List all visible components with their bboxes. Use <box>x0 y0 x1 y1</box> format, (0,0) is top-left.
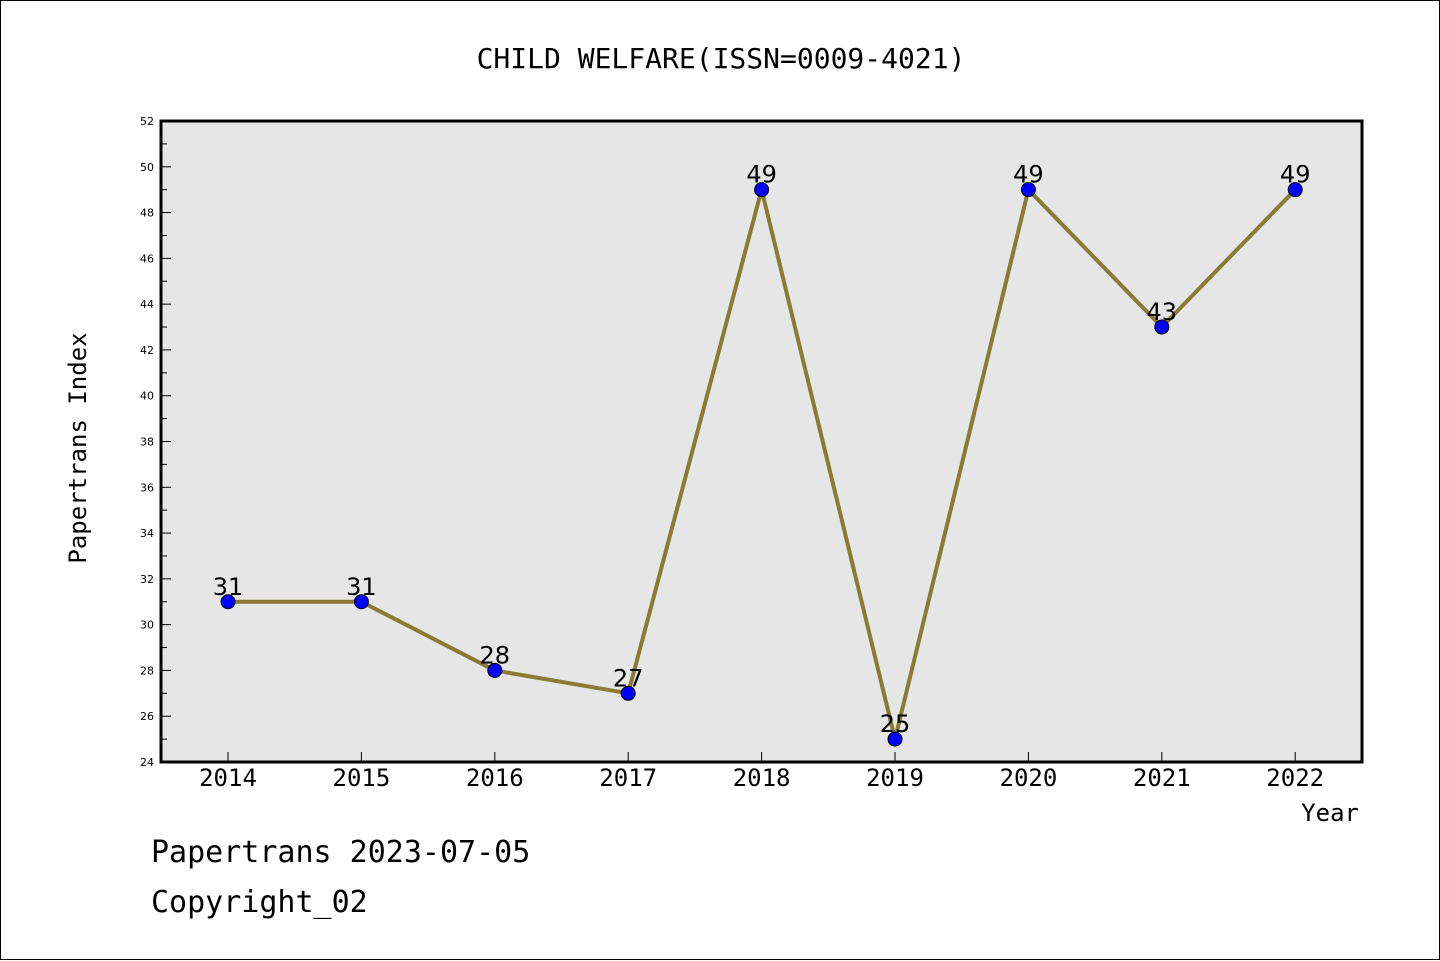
data-point <box>487 662 503 678</box>
footer-copyright: Copyright_02 <box>151 885 368 920</box>
footer-date: Papertrans 2023-07-05 <box>151 835 531 870</box>
x-tick-label: 2014 <box>199 764 257 792</box>
data-point <box>754 182 770 198</box>
chart-title: CHILD WELFARE(ISSN=0009-4021) <box>477 42 966 75</box>
data-label: 27 <box>613 664 644 692</box>
x-tick-label: 2019 <box>866 764 924 792</box>
data-label: 43 <box>1147 298 1178 326</box>
data-point <box>1020 182 1036 198</box>
y-tick-label: 44 <box>140 298 154 311</box>
y-tick-label: 34 <box>140 527 154 540</box>
y-tick-label: 26 <box>140 710 154 723</box>
y-tick-label: 24 <box>140 756 154 769</box>
data-point <box>1154 319 1170 335</box>
x-tick-label: 2016 <box>466 764 524 792</box>
y-tick-label: 50 <box>140 161 154 174</box>
data-label: 49 <box>1013 161 1044 189</box>
y-tick-label: 28 <box>140 664 154 677</box>
x-axis-label: Year <box>1301 799 1359 827</box>
y-tick-label: 40 <box>140 390 154 403</box>
data-label: 31 <box>213 573 244 601</box>
data-point <box>1287 182 1303 198</box>
x-tick-label: 2021 <box>1133 764 1191 792</box>
plot-border <box>159 119 1364 764</box>
data-label: 25 <box>880 710 911 738</box>
y-tick-label: 32 <box>140 573 154 586</box>
y-tick-label: 46 <box>140 252 154 265</box>
y-tick-label: 30 <box>140 619 154 632</box>
data-point <box>620 685 636 701</box>
x-tick-label: 2020 <box>1000 764 1058 792</box>
x-tick-label: 2022 <box>1266 764 1324 792</box>
data-point <box>887 731 903 747</box>
y-tick-label: 36 <box>140 481 154 494</box>
x-tick-label: 2017 <box>599 764 657 792</box>
data-point <box>353 594 369 610</box>
plot-area <box>161 121 1362 762</box>
data-point <box>220 594 236 610</box>
x-tick-label: 2018 <box>733 764 791 792</box>
y-tick-label: 52 <box>140 115 154 128</box>
y-tick-label: 38 <box>140 436 154 449</box>
y-tick-label: 48 <box>140 207 154 220</box>
y-tick-label: 42 <box>140 344 154 357</box>
y-axis-label: Papertrans Index <box>64 332 92 563</box>
data-label: 28 <box>480 641 511 669</box>
data-label: 49 <box>1280 161 1311 189</box>
data-label: 49 <box>746 161 777 189</box>
data-label: 31 <box>346 573 377 601</box>
x-tick-label: 2015 <box>333 764 391 792</box>
